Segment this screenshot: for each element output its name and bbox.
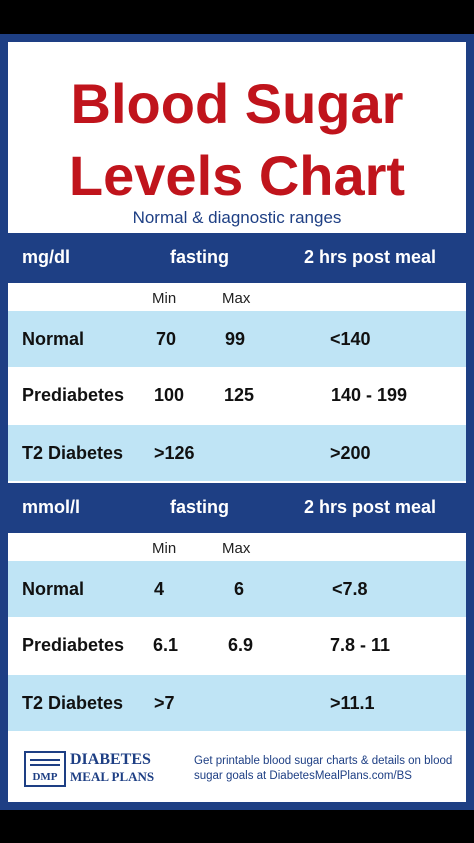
min-value: 6.1 — [153, 635, 179, 655]
row-label: T2 Diabetes — [22, 693, 124, 713]
footer: DMP DIABETES MEAL PLANS Get printable bl… — [8, 741, 466, 801]
post-meal-header: 2 hrs post meal — [304, 247, 437, 267]
unit-label: mg/dl — [22, 247, 70, 267]
min-value: >126 — [154, 443, 195, 463]
min-value: 4 — [154, 579, 165, 599]
max-value: 6.9 — [228, 635, 254, 655]
section-header-mmol: mmol/l fasting 2 hrs post meal — [0, 483, 474, 533]
minmax-labels: Min Max — [0, 540, 474, 560]
table-row: Normal 70 99 <140 — [8, 311, 466, 367]
post-meal-header: 2 hrs post meal — [304, 497, 437, 517]
table-row: Prediabetes 6.1 6.9 7.8 - 11 — [8, 617, 466, 673]
row-label: Prediabetes — [22, 385, 125, 405]
post-meal-value: <7.8 — [332, 579, 368, 599]
fasting-header: fasting — [170, 497, 230, 517]
footer-text: Get printable blood sugar charts & detai… — [194, 755, 453, 782]
table-row: T2 Diabetes >126 >200 — [8, 425, 466, 481]
title-line-2: Levels Chart — [68, 144, 406, 207]
logo-abbr: DMP — [32, 771, 58, 783]
post-meal-value: >11.1 — [330, 693, 375, 713]
subtitle: Normal & diagnostic ranges — [132, 208, 342, 227]
logo-line-icon — [30, 759, 60, 761]
min-value: 100 — [154, 385, 185, 405]
brand-line-1: DIABETES — [70, 751, 151, 768]
post-meal-value: 7.8 - 11 — [330, 635, 391, 655]
max-label: Max — [222, 290, 251, 307]
table-row: T2 Diabetes >7 >11.1 — [8, 675, 466, 731]
min-value: >7 — [154, 693, 175, 713]
fasting-header: fasting — [170, 247, 230, 267]
row-label: T2 Diabetes — [22, 443, 124, 463]
max-value: 99 — [225, 329, 246, 349]
post-meal-value: <140 — [330, 329, 371, 349]
min-label: Min — [152, 290, 177, 307]
row-label: Normal — [22, 579, 85, 599]
row-label: Prediabetes — [22, 635, 125, 655]
section-header-mgdl: mg/dl fasting 2 hrs post meal — [0, 233, 474, 283]
post-meal-value: >200 — [330, 443, 371, 463]
minmax-labels: Min Max — [0, 290, 474, 310]
max-value: 125 — [224, 385, 255, 405]
dmp-logo: DMP — [24, 751, 66, 787]
min-label: Min — [152, 540, 177, 557]
max-label: Max — [222, 540, 251, 557]
title-line-1: Blood Sugar — [70, 72, 404, 135]
brand-line-2: MEAL PLANS — [70, 769, 155, 784]
post-meal-value: 140 - 199 — [331, 385, 408, 405]
unit-label: mmol/l — [22, 497, 81, 517]
table-row: Prediabetes 100 125 140 - 199 — [8, 367, 466, 423]
min-value: 70 — [156, 329, 177, 349]
logo-line-icon — [30, 764, 60, 766]
row-label: Normal — [22, 329, 85, 349]
table-row: Normal 4 6 <7.8 — [8, 561, 466, 617]
max-value: 6 — [234, 579, 245, 599]
